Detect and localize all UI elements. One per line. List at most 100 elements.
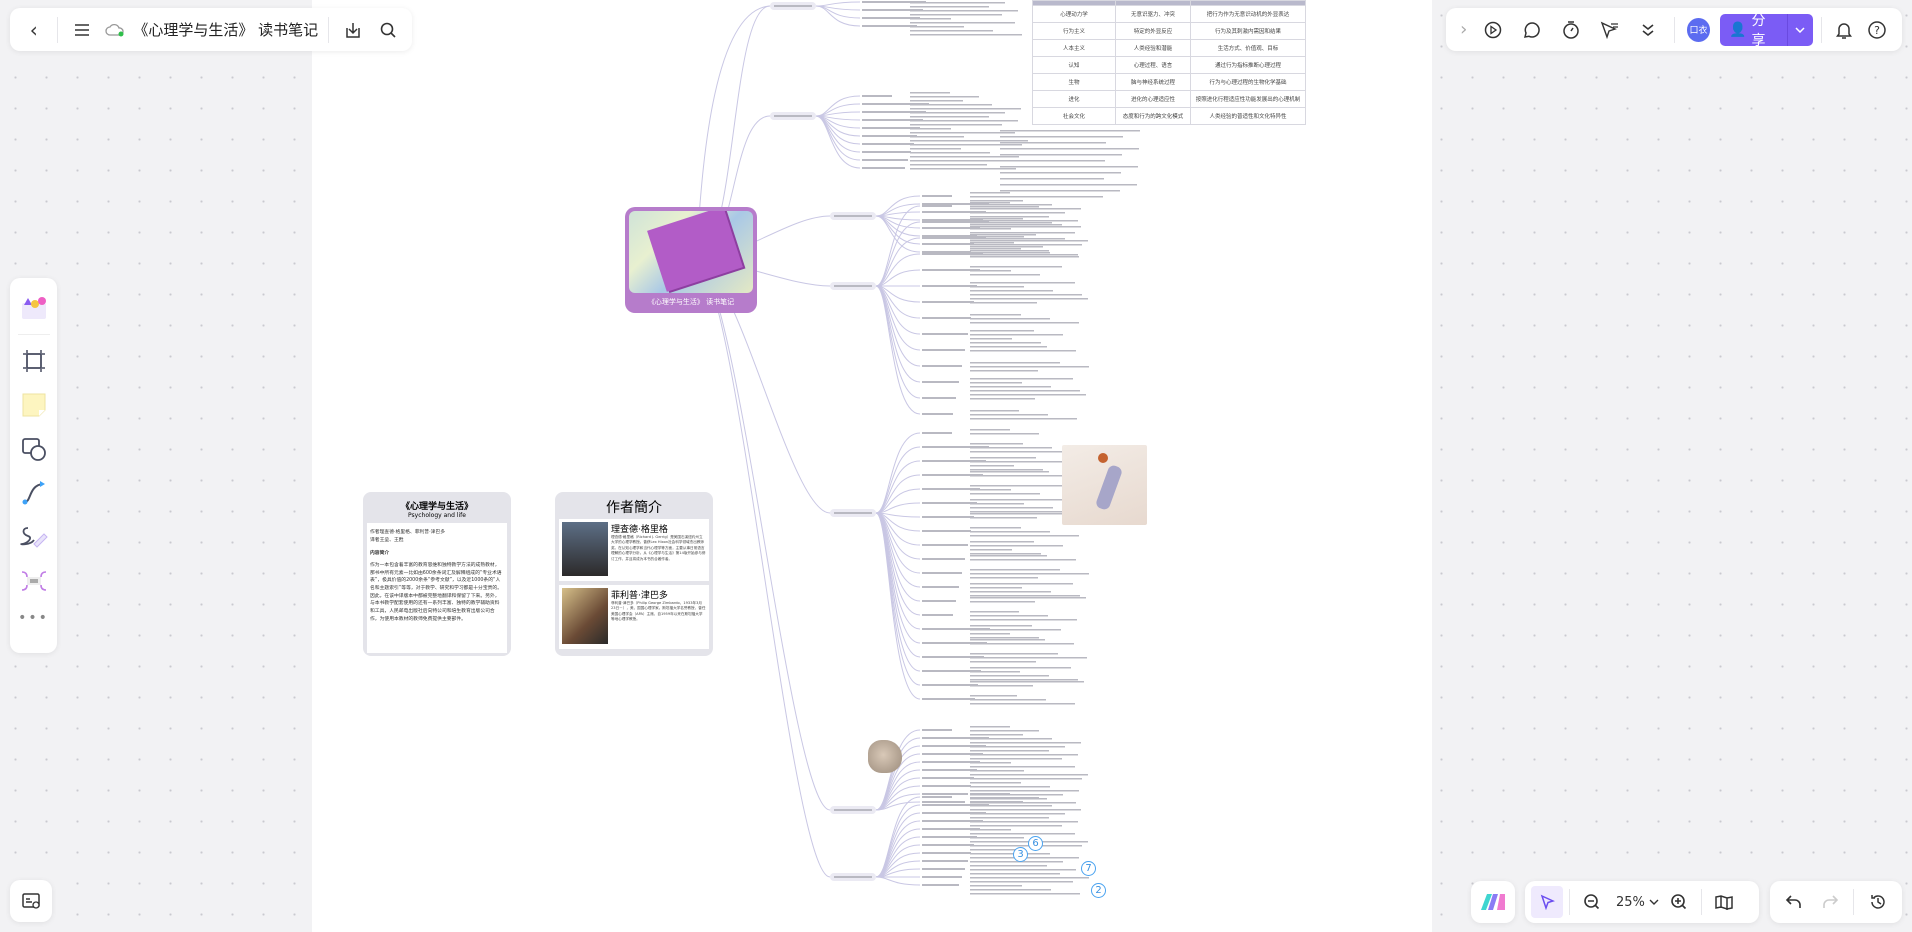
timer-icon[interactable] <box>1551 20 1590 40</box>
mindmap-node-text[interactable] <box>970 527 1021 529</box>
mindmap-node-text[interactable] <box>922 572 962 574</box>
mindmap-node-text[interactable] <box>970 873 1060 875</box>
mindmap-node-text[interactable] <box>970 242 1014 244</box>
mindmap-node-text[interactable] <box>922 544 968 546</box>
mindmap-node-text[interactable] <box>970 849 1021 851</box>
mindmap-node-text[interactable] <box>970 418 1077 420</box>
mindmap-node-text[interactable] <box>910 164 987 166</box>
mindmap-node-text[interactable] <box>970 813 1065 815</box>
mindmap-node-text[interactable] <box>970 569 1060 571</box>
mindmap-node-text[interactable] <box>774 115 812 117</box>
mindmap-node-text[interactable] <box>970 778 1037 780</box>
mindmap-node-text[interactable] <box>970 639 1045 641</box>
mindmap-node-text[interactable] <box>922 777 974 779</box>
mindmap-node-text[interactable] <box>970 633 1010 635</box>
mindmap-node-text[interactable] <box>970 370 1038 372</box>
mindmap-node-text[interactable] <box>970 222 1052 224</box>
mindmap-node-text[interactable] <box>774 5 812 7</box>
mindmap-node-text[interactable] <box>1000 166 1138 168</box>
mindmap-node-text[interactable] <box>834 809 872 811</box>
mindmap-node-text[interactable] <box>970 643 1074 645</box>
mindmap-node-text[interactable] <box>862 103 929 105</box>
mindmap-node-text[interactable] <box>922 221 989 223</box>
mindmap-node-text[interactable] <box>970 252 1050 254</box>
mindmap-node-text[interactable] <box>862 9 923 11</box>
mindmap-node-text[interactable] <box>970 414 1048 416</box>
mindmap-node-text[interactable] <box>970 200 1023 202</box>
comment-count-badge[interactable]: 2 <box>1091 883 1106 898</box>
mindmap-node-text[interactable] <box>970 248 1021 250</box>
mindmap-node-text[interactable] <box>970 499 1075 501</box>
mindmap-node-text[interactable] <box>1000 172 1121 174</box>
mindmap-node-text[interactable] <box>970 461 1065 463</box>
mindmap-node-text[interactable] <box>910 116 989 118</box>
mindmap-node-text[interactable] <box>970 266 1062 268</box>
mindmap-node-text[interactable] <box>970 794 1063 796</box>
mindmap-node-text[interactable] <box>922 884 959 886</box>
mindmap-node-text[interactable] <box>970 202 1010 204</box>
mindmap-node-text[interactable] <box>1000 142 1106 144</box>
mindmap-node-text[interactable] <box>970 382 1022 384</box>
mindmap-node-text[interactable] <box>922 558 965 560</box>
mindmap-node-text[interactable] <box>922 397 956 399</box>
mindmap-node-text[interactable] <box>970 766 1075 768</box>
mindmap-node-text[interactable] <box>922 844 974 846</box>
mindmap-node-text[interactable] <box>922 530 971 532</box>
mindmap-node-text[interactable] <box>910 112 1005 114</box>
mindmap-node-text[interactable] <box>970 699 1046 701</box>
author-info-card[interactable]: 作者簡介 理查德·格里格 理查德·格里格（Richard J. Gerrig）是… <box>555 492 713 656</box>
mindmap-node-text[interactable] <box>970 549 1012 551</box>
mindmap-node-text[interactable] <box>970 798 1047 800</box>
mindmap-node-text[interactable] <box>970 595 1080 597</box>
mindmap-node-text[interactable] <box>922 211 986 213</box>
mindmap-node-text[interactable] <box>922 502 977 504</box>
mindmap-node-text[interactable] <box>970 256 1079 258</box>
mindmap-node-text[interactable] <box>970 234 1036 236</box>
mindmap-node-text[interactable] <box>970 861 1063 863</box>
mindmap-node-text[interactable] <box>922 628 990 630</box>
version-history-icon[interactable] <box>1860 893 1896 911</box>
mindmap-node-text[interactable] <box>922 769 977 771</box>
mindmap-node-text[interactable] <box>922 828 980 830</box>
back-button[interactable]: ‹ <box>29 17 38 42</box>
mindmap-node-text[interactable] <box>862 167 905 169</box>
mindmap-node-text[interactable] <box>970 797 1039 799</box>
mindmap-node-text[interactable] <box>970 754 1078 756</box>
mindmap-node-text[interactable] <box>970 216 1049 218</box>
mindmap-node-text[interactable] <box>970 274 1040 276</box>
mindmap-node-text[interactable] <box>922 852 971 854</box>
mindmap-node-text[interactable] <box>970 531 1050 533</box>
mindmap-node-text[interactable] <box>970 657 1087 659</box>
mindmap-node-text[interactable] <box>922 413 953 415</box>
mindmap-node-text[interactable] <box>862 1 926 3</box>
mindmap-node-text[interactable] <box>970 469 1043 471</box>
more-tools-chevrons-icon[interactable] <box>1629 23 1668 37</box>
mindmap-node-text[interactable] <box>970 661 1036 663</box>
mindmap-node-text[interactable] <box>910 22 1015 24</box>
mindmap-node-text[interactable] <box>970 475 1078 477</box>
comment-count-badge[interactable]: 3 <box>1013 847 1028 862</box>
mindmap-node-text[interactable] <box>910 6 989 8</box>
mindmap-node-text[interactable] <box>970 513 1088 515</box>
mindmap-node-text[interactable] <box>922 737 989 739</box>
mindmap-node-text[interactable] <box>970 750 1049 752</box>
mindmap-node-text[interactable] <box>970 629 1061 631</box>
mindmap-node-text[interactable] <box>910 156 974 158</box>
mindmap-node-text[interactable] <box>970 204 1052 206</box>
mindmap-node-text[interactable] <box>922 253 983 255</box>
notification-bell-icon[interactable] <box>1828 20 1861 40</box>
mindmap-node-text[interactable] <box>970 378 1073 380</box>
mindmap-node-text[interactable] <box>922 381 959 383</box>
mindmap-node-text[interactable] <box>970 889 1051 891</box>
mindmap-node-text[interactable] <box>970 228 1011 230</box>
mindmap-node-text[interactable] <box>970 503 1024 505</box>
mindmap-node-text[interactable] <box>910 96 979 98</box>
mindmap-node-text[interactable] <box>1000 148 1139 150</box>
mindmap-node-text[interactable] <box>970 573 1089 575</box>
mindmap-node-text[interactable] <box>922 656 984 658</box>
mindmap-node-text[interactable] <box>970 226 1081 228</box>
mindmap-node-text[interactable] <box>922 460 986 462</box>
board-info-button[interactable] <box>10 880 52 922</box>
mindmap-node-text[interactable] <box>922 836 977 838</box>
pen-draw-icon[interactable] <box>10 515 57 559</box>
